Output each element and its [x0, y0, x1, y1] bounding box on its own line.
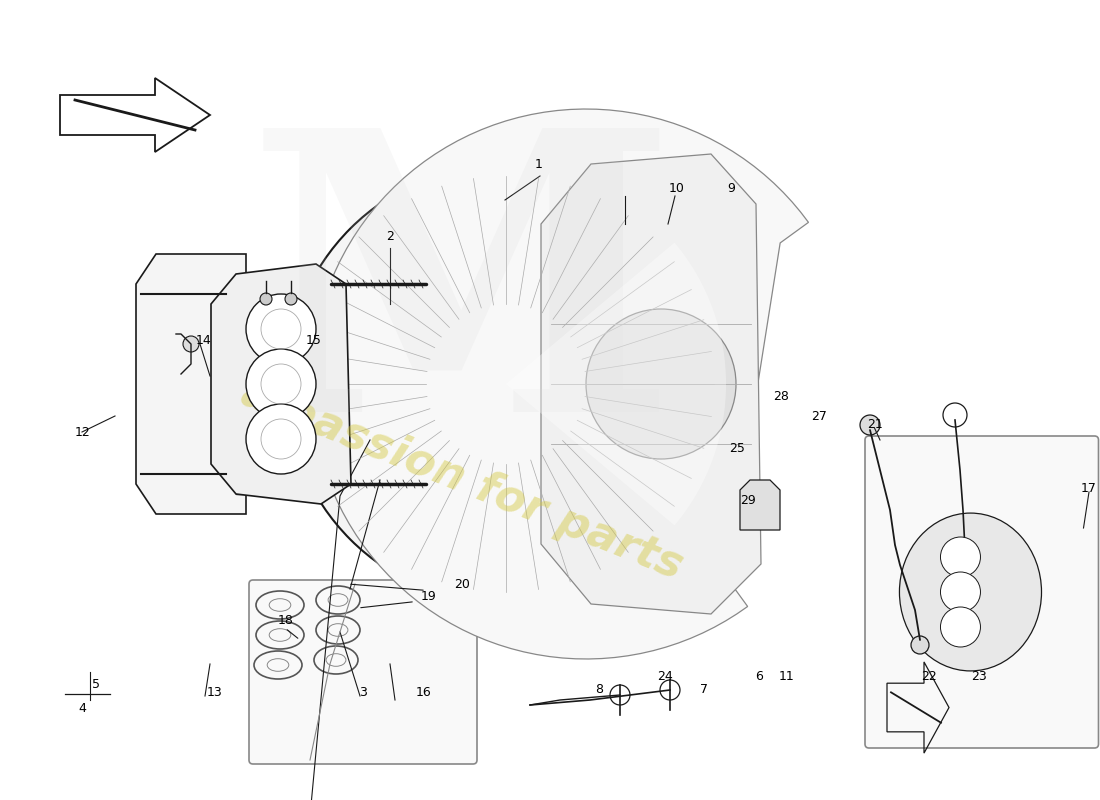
Circle shape — [604, 533, 614, 543]
Circle shape — [390, 268, 403, 280]
Text: 21: 21 — [867, 418, 882, 430]
Circle shape — [460, 228, 472, 240]
Circle shape — [450, 390, 468, 409]
Circle shape — [465, 561, 475, 570]
Circle shape — [660, 680, 680, 700]
Polygon shape — [740, 480, 780, 530]
Text: 25: 25 — [729, 442, 745, 454]
Wedge shape — [506, 242, 726, 526]
Circle shape — [451, 262, 465, 275]
Circle shape — [609, 268, 622, 280]
Circle shape — [943, 403, 967, 427]
Text: 27: 27 — [812, 410, 827, 422]
Text: 14: 14 — [196, 334, 211, 346]
Circle shape — [451, 493, 465, 506]
Circle shape — [465, 198, 475, 207]
Ellipse shape — [900, 513, 1042, 671]
Text: a passion for parts: a passion for parts — [235, 371, 689, 589]
Circle shape — [348, 482, 358, 492]
Circle shape — [431, 309, 581, 459]
Text: 17: 17 — [1081, 482, 1097, 494]
Polygon shape — [211, 264, 351, 504]
Circle shape — [390, 488, 403, 500]
Circle shape — [320, 415, 330, 425]
Text: 18: 18 — [278, 614, 294, 626]
Circle shape — [384, 329, 397, 343]
Text: M: M — [246, 115, 678, 493]
Circle shape — [286, 164, 726, 604]
Circle shape — [398, 225, 408, 235]
Circle shape — [260, 293, 272, 305]
Circle shape — [940, 607, 980, 647]
Text: 7: 7 — [700, 683, 708, 696]
Circle shape — [398, 533, 408, 543]
Text: 3: 3 — [359, 686, 367, 698]
Text: 8: 8 — [595, 683, 604, 696]
Text: 6: 6 — [755, 670, 763, 682]
Text: 22: 22 — [922, 670, 937, 682]
Polygon shape — [136, 254, 246, 514]
Polygon shape — [541, 154, 761, 614]
Circle shape — [911, 636, 930, 654]
Circle shape — [537, 198, 547, 207]
Circle shape — [497, 425, 515, 443]
Circle shape — [246, 349, 316, 419]
Text: 9: 9 — [727, 182, 736, 194]
Circle shape — [615, 425, 628, 439]
Text: 13: 13 — [207, 686, 222, 698]
Text: 15: 15 — [306, 334, 321, 346]
Circle shape — [940, 572, 980, 612]
Circle shape — [654, 276, 664, 286]
Circle shape — [609, 488, 622, 500]
Circle shape — [540, 528, 552, 540]
Text: 5: 5 — [91, 678, 100, 690]
Circle shape — [246, 294, 316, 364]
Circle shape — [460, 528, 472, 540]
FancyBboxPatch shape — [865, 436, 1099, 748]
Circle shape — [650, 418, 662, 430]
Circle shape — [604, 225, 614, 235]
Circle shape — [547, 493, 561, 506]
Circle shape — [682, 415, 692, 425]
Circle shape — [544, 390, 562, 409]
Circle shape — [610, 685, 630, 705]
Text: 20: 20 — [454, 578, 470, 590]
FancyBboxPatch shape — [249, 580, 477, 764]
Circle shape — [527, 334, 544, 353]
Text: 24: 24 — [658, 670, 673, 682]
Circle shape — [537, 561, 547, 570]
Text: 4: 4 — [78, 702, 87, 714]
Polygon shape — [236, 274, 271, 494]
Circle shape — [860, 415, 880, 435]
Text: 28: 28 — [773, 390, 789, 402]
Circle shape — [547, 262, 561, 275]
Text: 1: 1 — [535, 158, 543, 170]
Circle shape — [586, 309, 736, 459]
Circle shape — [285, 293, 297, 305]
Circle shape — [940, 537, 980, 577]
Circle shape — [320, 343, 330, 353]
Text: 12: 12 — [75, 426, 90, 438]
Circle shape — [682, 343, 692, 353]
Text: 23: 23 — [971, 670, 987, 682]
Circle shape — [348, 276, 358, 286]
Text: 10: 10 — [669, 182, 684, 194]
Text: 16: 16 — [416, 686, 431, 698]
Circle shape — [615, 329, 628, 343]
Circle shape — [468, 334, 485, 353]
Circle shape — [650, 338, 662, 350]
Circle shape — [183, 336, 199, 352]
Circle shape — [654, 482, 664, 492]
Circle shape — [540, 228, 552, 240]
Circle shape — [478, 356, 534, 412]
Text: 2: 2 — [386, 230, 395, 242]
Text: 11: 11 — [779, 670, 794, 682]
Circle shape — [246, 404, 316, 474]
Polygon shape — [311, 109, 808, 659]
Circle shape — [384, 425, 397, 439]
Text: 29: 29 — [740, 494, 756, 506]
Text: 19: 19 — [421, 590, 437, 602]
Circle shape — [350, 418, 362, 430]
Circle shape — [350, 338, 362, 350]
